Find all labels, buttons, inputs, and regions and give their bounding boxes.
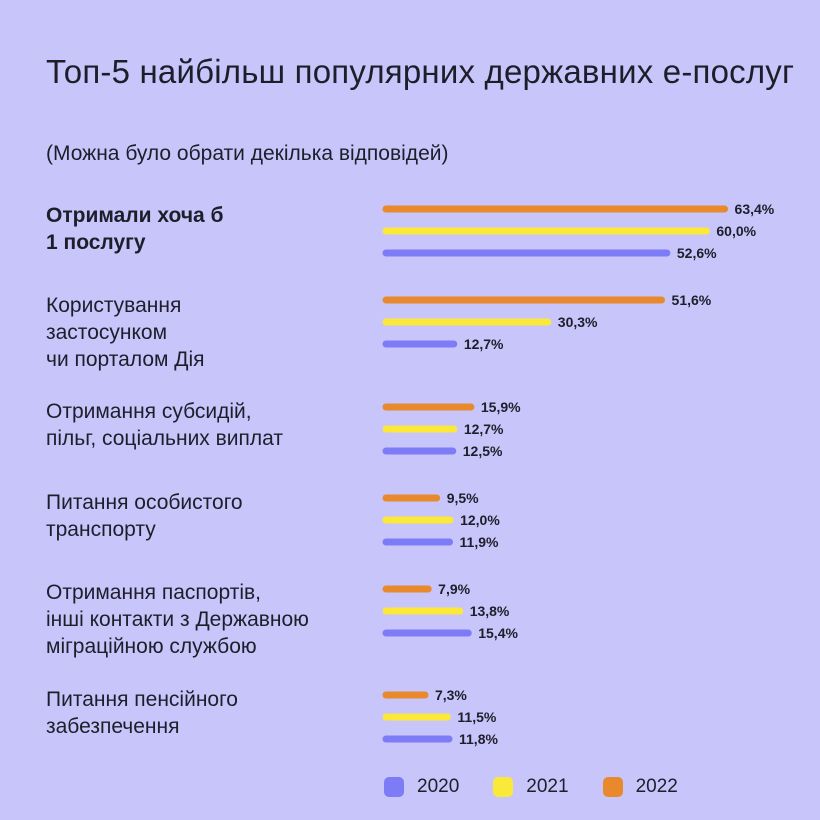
data-label-2022-cat-1: 51,6% [672,292,712,308]
legend-item-2022: 2022 [602,776,678,798]
data-label-2020-cat-5: 11,8% [459,731,498,747]
data-label-2022-cat-5: 7,3% [435,687,467,703]
data-label-2021-cat-3: 12,0% [460,512,500,528]
legend-label-2020: 2020 [417,776,460,797]
chart-title: Топ-5 найбільш популярних державних е-по… [46,53,795,90]
data-label-2022-cat-0: 63,4% [735,201,775,217]
data-label-2020-cat-3: 11,9% [460,534,499,550]
data-label-2020-cat-4: 15,4% [478,625,518,641]
data-label-2021-cat-2: 12,7% [464,421,504,437]
category-label-diia: Користування застосунком чи порталом Дія [46,294,205,371]
data-label-2022-cat-2: 15,9% [481,399,521,415]
category-label-pension: Питання пенсійного забезпечення [46,688,238,738]
legend-swatch-2022 [602,777,623,797]
category-label-at-least-one: Отримали хоча б 1 послугу [46,204,224,254]
data-label-2021-cat-5: 11,5% [457,709,496,725]
chart-legend: 2020 2021 2022 [384,776,712,798]
data-label-2022-cat-4: 7,9% [438,581,470,597]
chart-subtitle: (Можна було обрати декілька відповідей) [46,142,449,165]
category-label-passports: Отримання паспортів, інші контакти з Дер… [46,581,309,658]
data-label-2021-cat-0: 60,0% [716,223,756,239]
legend-swatch-2021 [493,777,514,797]
legend-item-2020: 2020 [384,776,459,798]
legend-swatch-2020 [384,777,404,797]
data-label-2021-cat-4: 13,8% [470,603,510,619]
data-label-2021-cat-1: 30,3% [558,314,598,330]
legend-label-2021: 2021 [526,776,569,797]
category-label-subsidies: Отримання субсидій, пільг, соціальних ви… [46,400,283,450]
data-label-2022-cat-3: 9,5% [447,490,479,506]
category-label-transport: Питання особистого транспорту [46,491,243,541]
data-label-2020-cat-1: 12,7% [464,336,504,352]
data-label-2020-cat-0: 52,6% [677,245,717,261]
data-label-2020-cat-2: 12,5% [463,443,503,459]
legend-item-2021: 2021 [493,776,569,798]
legend-label-2022: 2022 [635,776,678,797]
